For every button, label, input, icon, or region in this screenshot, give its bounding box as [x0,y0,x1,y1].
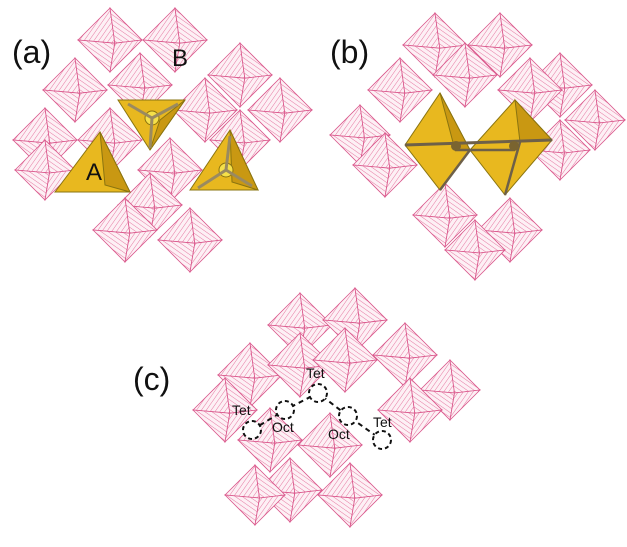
octahedron [296,411,364,479]
octahedron [496,56,564,124]
site-label-b: B [172,45,188,72]
octahedron [41,56,109,124]
cation-sphere [451,141,461,151]
octahedron [418,358,482,422]
octahedron [366,56,434,124]
octahedron [141,6,209,74]
tet-site-marker [308,383,328,403]
octahedron [91,196,159,264]
octahedron [371,321,439,389]
path-label-tet-3: Tet [373,414,392,430]
path-label-tet-1: Tet [232,402,251,418]
cation-sphere [509,141,519,151]
edge-sharing-tetrahedra [404,92,554,196]
panel-c: (c) Tet Oct Tet Oct Tet [133,286,482,529]
tetrahedron-b2 [189,128,259,191]
path-label-oct-1: Oct [272,419,294,435]
oct-site-marker [338,406,358,426]
tet-site-marker [372,430,392,450]
octahedron [466,11,534,79]
octahedron [223,463,287,527]
site-label-a: A [86,159,102,186]
octahedron [411,181,479,249]
octahedron [443,218,507,282]
octahedron [76,6,144,74]
octahedron [191,376,259,444]
diffusion-path [242,383,392,450]
octahedron [431,41,499,109]
octahedron [528,118,592,182]
path-label-oct-2: Oct [328,426,350,442]
octahedron [156,206,224,274]
octahedron [376,376,444,444]
oct-site-marker [275,400,295,420]
octahedra-framework-a [11,6,314,274]
tet-site-marker [242,420,262,440]
octahedron [563,88,627,152]
octahedron [206,41,274,109]
octahedra-framework-b [328,11,627,282]
panel-label-a: (a) [12,34,51,70]
octahedron [256,456,324,524]
panel-label-b: (b) [330,34,369,70]
panel-a: (a) A B [11,6,314,274]
tetrahedron-b1 [117,99,186,151]
octahedra-framework-c [191,286,482,529]
octahedron [13,138,77,202]
panel-label-c: (c) [133,361,170,397]
octahedron [246,76,314,144]
panel-b: (b) [328,11,627,282]
tetrahedron-a1 [54,131,131,193]
octahedron [316,461,384,529]
path-label-tet-2: Tet [306,365,325,381]
octahedron [351,131,419,199]
octahedron [311,326,379,394]
